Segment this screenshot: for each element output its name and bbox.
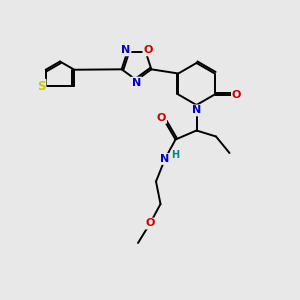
Text: N: N: [132, 77, 141, 88]
Text: O: O: [232, 89, 241, 100]
Text: S: S: [37, 80, 46, 93]
Text: N: N: [121, 45, 130, 56]
Text: O: O: [145, 218, 155, 229]
Text: O: O: [143, 45, 153, 56]
Text: H: H: [171, 150, 180, 161]
Text: N: N: [192, 105, 201, 116]
Text: N: N: [160, 154, 169, 164]
Text: O: O: [157, 113, 166, 123]
